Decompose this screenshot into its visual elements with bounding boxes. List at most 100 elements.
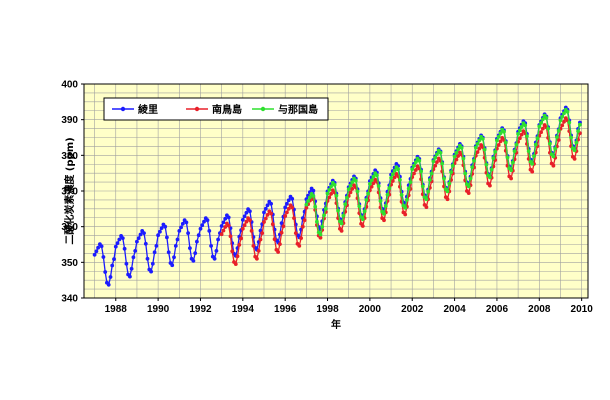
data-point: [454, 157, 459, 162]
data-point: [129, 266, 134, 271]
data-point: [523, 123, 528, 128]
data-point: [230, 249, 235, 254]
x-tick-label: 2006: [486, 304, 509, 315]
data-point: [341, 213, 346, 218]
data-point: [339, 221, 344, 226]
data-point: [470, 165, 475, 170]
data-point: [334, 193, 339, 198]
data-point: [382, 218, 386, 223]
x-tick-label: 1988: [105, 304, 128, 315]
data-point: [480, 137, 485, 141]
data-point: [156, 233, 161, 238]
data-point: [329, 192, 333, 196]
data-point: [207, 229, 212, 233]
data-point: [398, 178, 402, 182]
data-point: [219, 224, 224, 228]
data-point: [308, 195, 312, 200]
data-point: [496, 134, 501, 139]
data-point: [323, 206, 328, 211]
data-point: [438, 150, 443, 155]
data-point: [572, 148, 577, 153]
data-point: [493, 149, 498, 154]
data-point: [142, 231, 146, 236]
data-point: [262, 220, 266, 224]
data-point: [466, 191, 471, 196]
data-point: [327, 195, 332, 200]
data-point: [376, 184, 381, 188]
data-point: [428, 178, 432, 182]
data-point: [433, 155, 438, 160]
data-point: [518, 128, 522, 133]
data-point: [348, 190, 353, 195]
data-point: [412, 163, 416, 168]
data-point: [329, 184, 333, 189]
data-point: [122, 246, 127, 251]
data-point: [223, 216, 228, 221]
data-point: [177, 229, 182, 233]
data-point: [281, 224, 286, 229]
series-lines: [92, 105, 582, 287]
data-point: [265, 213, 270, 217]
data-point: [244, 210, 249, 215]
data-point: [212, 256, 217, 261]
data-point: [403, 212, 408, 217]
data-point: [519, 132, 524, 137]
data-point: [498, 131, 503, 136]
data-point: [133, 249, 138, 253]
y-tick-label: 340: [61, 294, 78, 305]
data-point: [353, 178, 358, 183]
data-point: [260, 231, 265, 236]
data-point: [242, 223, 247, 228]
data-point: [472, 158, 476, 163]
data-point: [343, 202, 348, 207]
data-point: [188, 246, 192, 251]
data-point: [413, 160, 418, 165]
data-point: [366, 191, 370, 196]
data-point: [101, 255, 106, 259]
data-point: [306, 199, 310, 203]
data-point: [106, 282, 111, 287]
data-point: [228, 234, 233, 239]
data-point: [302, 218, 307, 223]
data-point: [498, 139, 503, 144]
data-point: [383, 204, 388, 208]
data-point: [526, 149, 531, 154]
data-point: [477, 146, 482, 151]
data-point: [285, 210, 289, 215]
data-point: [565, 109, 570, 114]
data-point: [556, 138, 561, 142]
y-tick-label: 370: [61, 187, 78, 198]
data-point: [173, 244, 178, 248]
data-point: [435, 152, 439, 157]
data-point: [429, 171, 434, 176]
series-2: [304, 107, 582, 237]
data-point: [435, 160, 439, 165]
data-point: [304, 205, 309, 210]
data-point: [378, 199, 383, 203]
data-point: [186, 231, 191, 236]
data-point: [551, 163, 556, 168]
x-axis-label: 年: [331, 318, 341, 331]
data-point: [117, 237, 122, 242]
data-point: [240, 218, 245, 222]
legend-swatch-marker: [194, 106, 200, 112]
data-point: [191, 259, 196, 263]
x-tick-label: 1998: [316, 304, 339, 315]
data-point: [235, 254, 240, 259]
data-point: [440, 161, 445, 166]
data-point: [368, 182, 372, 186]
data-point: [445, 189, 450, 194]
data-point: [272, 237, 277, 242]
y-tick-label: 390: [61, 115, 78, 126]
data-point: [519, 124, 524, 129]
data-point: [279, 230, 284, 235]
data-point: [413, 168, 418, 172]
data-point: [286, 198, 291, 203]
data-point: [263, 216, 268, 221]
data-point: [466, 184, 471, 189]
data-point: [242, 214, 247, 219]
data-point: [233, 262, 238, 266]
data-point: [572, 157, 577, 161]
data-point: [221, 220, 226, 225]
data-point: [163, 224, 168, 229]
